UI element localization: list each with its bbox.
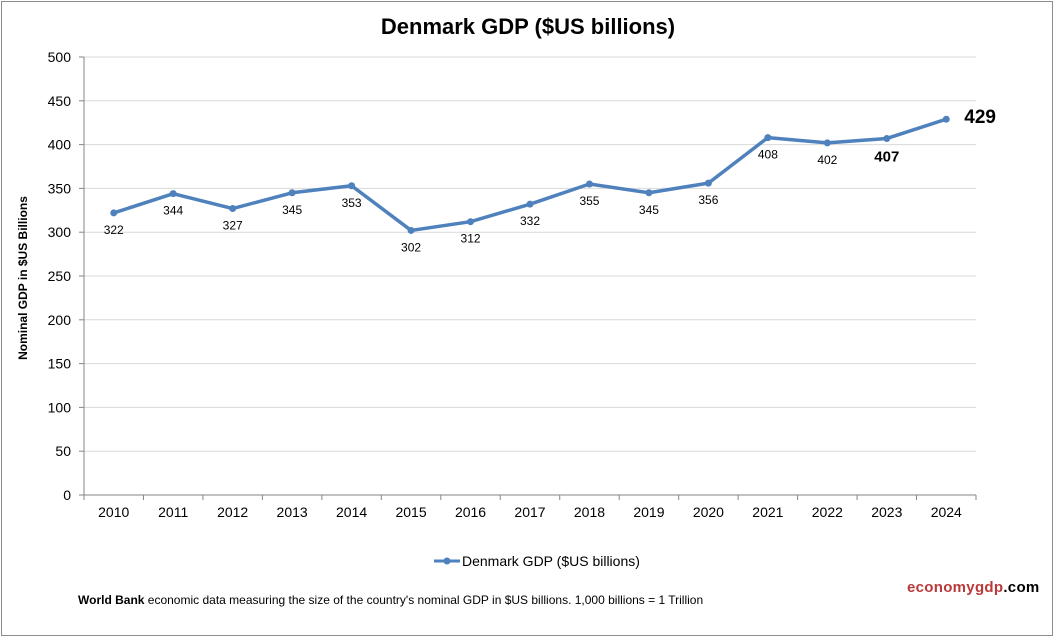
y-tick-label: 0 bbox=[63, 487, 71, 503]
data-label: 345 bbox=[282, 203, 302, 217]
data-label: 312 bbox=[461, 232, 481, 246]
data-point bbox=[645, 189, 653, 197]
x-tick-label: 2016 bbox=[455, 504, 486, 520]
x-tick-label: 2022 bbox=[812, 504, 843, 520]
chart-title: Denmark GDP ($US billions) bbox=[381, 14, 675, 39]
data-point bbox=[348, 182, 356, 190]
data-point bbox=[407, 226, 415, 234]
axes: 0 50 100 150 200 250 300 350 400 450 500 2010 2011 20… bbox=[48, 49, 977, 520]
x-tick-label: 2015 bbox=[395, 504, 426, 520]
data-point bbox=[169, 190, 177, 198]
data-point bbox=[764, 134, 772, 142]
data-label: 353 bbox=[342, 196, 362, 210]
x-tick-label: 2012 bbox=[217, 504, 248, 520]
data-label: 355 bbox=[579, 194, 599, 208]
brand-name: economygdp bbox=[907, 579, 1004, 596]
brand-logo: economygdp.com bbox=[907, 579, 1040, 596]
legend-swatch-marker bbox=[443, 557, 451, 565]
series-line-group bbox=[110, 115, 950, 234]
y-tick-label: 500 bbox=[48, 49, 72, 65]
data-label: 302 bbox=[401, 240, 421, 254]
y-tick-label: 350 bbox=[48, 180, 72, 196]
y-tick-label: 150 bbox=[48, 356, 72, 372]
data-point bbox=[229, 205, 237, 213]
data-point bbox=[585, 180, 593, 188]
y-tick-label: 450 bbox=[48, 93, 72, 109]
data-label: 344 bbox=[163, 204, 183, 218]
data-label: 408 bbox=[758, 148, 778, 162]
x-tick-label: 2017 bbox=[514, 504, 545, 520]
x-tick-label: 2013 bbox=[277, 504, 308, 520]
x-tick-label: 2010 bbox=[98, 504, 129, 520]
data-label: 332 bbox=[520, 214, 540, 228]
x-tick-label: 2018 bbox=[574, 504, 605, 520]
x-tick-label: 2021 bbox=[752, 504, 783, 520]
x-tick-label: 2014 bbox=[336, 504, 367, 520]
y-tick-label: 200 bbox=[48, 312, 72, 328]
y-tick-label: 250 bbox=[48, 268, 72, 284]
x-tick-label: 2024 bbox=[931, 504, 962, 520]
data-label: 327 bbox=[223, 219, 243, 233]
data-label: 345 bbox=[639, 203, 659, 217]
footnote: World Bank economic data measuring the s… bbox=[78, 593, 703, 607]
y-tick-label: 300 bbox=[48, 224, 72, 240]
y-tick-label: 50 bbox=[55, 443, 71, 459]
data-label: 429 bbox=[964, 107, 996, 128]
x-tick-label: 2019 bbox=[633, 504, 664, 520]
data-labels: 322 344 327 345 353 302 312 332 355 345 356 408 402 4… bbox=[104, 107, 996, 254]
data-label: 322 bbox=[104, 223, 124, 237]
x-tick-label: 2011 bbox=[158, 504, 188, 520]
data-point bbox=[526, 200, 534, 208]
y-tick-label: 400 bbox=[48, 137, 72, 153]
y-tick-label: 100 bbox=[48, 399, 72, 415]
data-point bbox=[823, 139, 831, 147]
legend: Denmark GDP ($US billions) bbox=[434, 553, 640, 569]
data-point bbox=[467, 218, 475, 226]
data-point bbox=[288, 189, 296, 197]
footnote-source: World Bank bbox=[78, 593, 145, 607]
data-label: 402 bbox=[817, 153, 837, 167]
brand-domain: .com bbox=[1003, 579, 1040, 596]
data-point bbox=[704, 179, 712, 187]
legend-label: Denmark GDP ($US billions) bbox=[462, 553, 640, 569]
data-point bbox=[110, 209, 118, 217]
y-axis-label: Nominal GDP in $US Billions bbox=[16, 196, 30, 360]
data-point bbox=[942, 115, 950, 123]
x-tick-label: 2020 bbox=[693, 504, 724, 520]
gridlines bbox=[84, 56, 976, 452]
data-point bbox=[883, 134, 891, 142]
data-label: 407 bbox=[874, 148, 899, 165]
data-label: 356 bbox=[698, 193, 718, 207]
footnote-text: economic data measuring the size of the … bbox=[144, 593, 704, 607]
x-tick-label: 2023 bbox=[871, 504, 902, 520]
